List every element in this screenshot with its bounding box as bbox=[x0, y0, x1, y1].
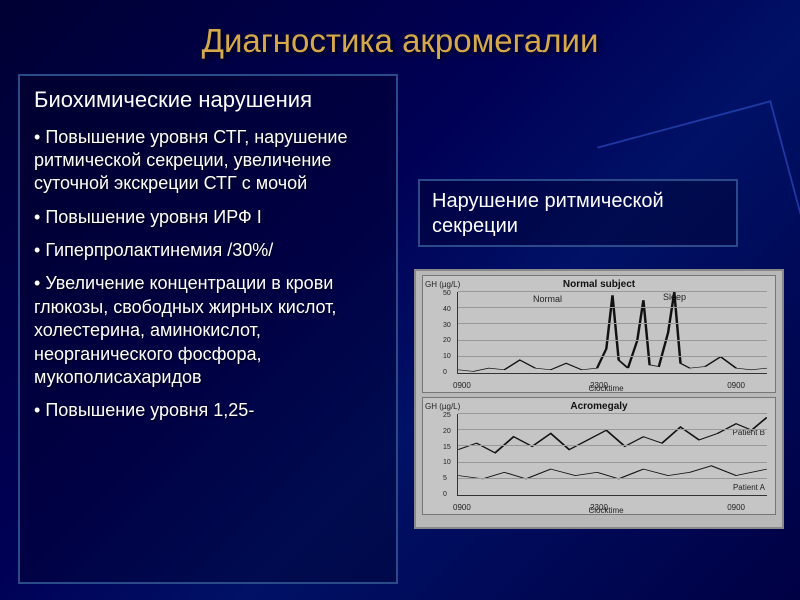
chart-yaxis: 0510152025 bbox=[443, 412, 451, 498]
bullet-item: Увеличение концентрации в крови глюкозы,… bbox=[34, 272, 382, 389]
chart-lines bbox=[458, 414, 767, 495]
bullet-item: Повышение уровня ИРФ I bbox=[34, 206, 382, 229]
right-caption-box: Нарушение ритмической секреции bbox=[418, 179, 738, 247]
chart-acromegaly: GH (µg/L) Acromegaly Patient B Patient A… bbox=[422, 397, 776, 515]
xtick: 0900 bbox=[727, 503, 745, 512]
bullet-list: Повышение уровня СТГ, нарушение ритмичес… bbox=[34, 126, 382, 423]
left-panel: Биохимические нарушения Повышение уровня… bbox=[18, 74, 398, 584]
chart-title: Normal subject bbox=[563, 279, 635, 290]
charts-panel: GH (µg/L) Normal subject Normal Sleep 01… bbox=[414, 269, 784, 529]
slide-title: Диагностика акромегалии bbox=[0, 0, 800, 74]
left-subtitle: Биохимические нарушения bbox=[34, 86, 382, 114]
right-caption: Нарушение ритмической секреции bbox=[432, 190, 664, 237]
xtick: 0900 bbox=[453, 381, 471, 390]
bullet-item: Повышение уровня 1,25- bbox=[34, 399, 382, 422]
chart-plot-area bbox=[457, 292, 767, 374]
chart-title: Acromegaly bbox=[570, 401, 627, 412]
chart-xlabel: Clocktime bbox=[588, 506, 623, 515]
xtick: 0900 bbox=[453, 503, 471, 512]
chart-line bbox=[458, 292, 767, 373]
chart-ylabel: GH (µg/L) bbox=[425, 402, 460, 411]
chart-normal-subject: GH (µg/L) Normal subject Normal Sleep 01… bbox=[422, 275, 776, 393]
chart-yaxis: 01020304050 bbox=[443, 290, 451, 376]
chart-xlabel: Clocktime bbox=[588, 384, 623, 393]
chart-ylabel: GH (µg/L) bbox=[425, 280, 460, 289]
bullet-item: Гиперпролактинемия /30%/ bbox=[34, 239, 382, 262]
bullet-item: Повышение уровня СТГ, нарушение ритмичес… bbox=[34, 126, 382, 196]
xtick: 0900 bbox=[727, 381, 745, 390]
chart-plot-area bbox=[457, 414, 767, 496]
